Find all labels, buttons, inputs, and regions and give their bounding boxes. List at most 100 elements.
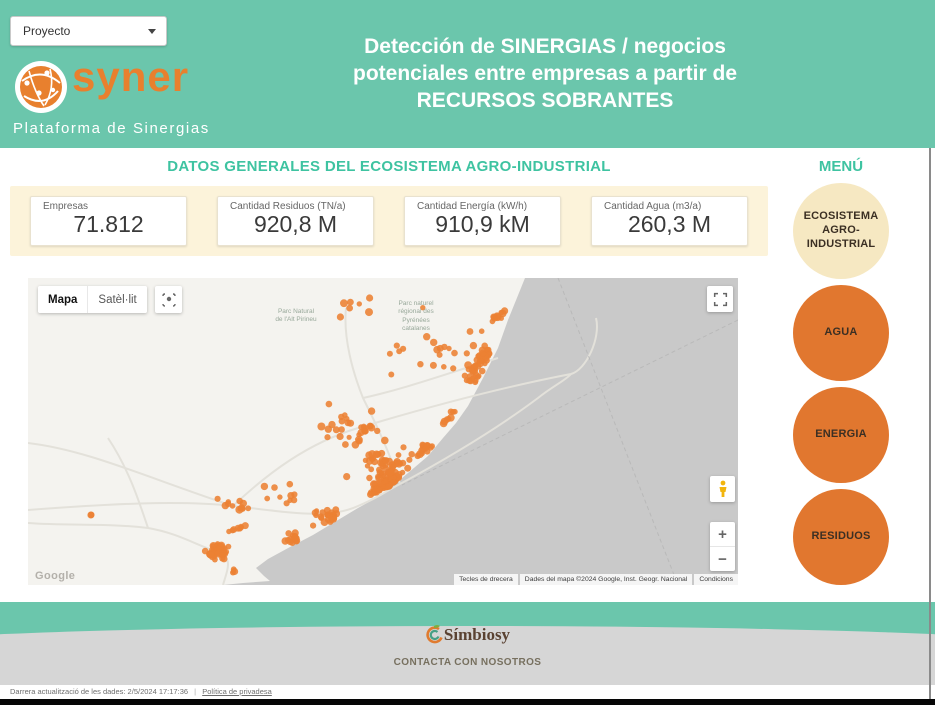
company-dot[interactable] bbox=[386, 350, 393, 357]
company-dot[interactable] bbox=[346, 419, 355, 427]
company-dot[interactable] bbox=[225, 499, 231, 505]
company-dot[interactable] bbox=[368, 466, 375, 473]
street-view-pegman-button[interactable] bbox=[710, 476, 735, 502]
company-dot[interactable] bbox=[338, 426, 345, 433]
company-dot[interactable] bbox=[469, 341, 478, 350]
company-dot[interactable] bbox=[423, 333, 431, 341]
company-dot[interactable] bbox=[436, 344, 444, 352]
company-dot[interactable] bbox=[201, 547, 209, 555]
company-dot[interactable] bbox=[371, 480, 378, 487]
company-dot[interactable] bbox=[367, 407, 376, 415]
company-dot[interactable] bbox=[88, 511, 95, 518]
company-dot[interactable] bbox=[436, 351, 443, 358]
company-dot[interactable] bbox=[381, 436, 389, 445]
company-dot[interactable] bbox=[317, 422, 326, 431]
company-dot[interactable] bbox=[336, 432, 344, 441]
company-dot[interactable] bbox=[362, 457, 369, 463]
company-dot[interactable] bbox=[281, 537, 289, 545]
company-dot[interactable] bbox=[461, 372, 468, 379]
company-dot[interactable] bbox=[422, 446, 429, 452]
company-dot[interactable] bbox=[343, 473, 351, 481]
company-dot[interactable] bbox=[356, 301, 362, 307]
company-dot[interactable] bbox=[400, 345, 407, 352]
company-dot[interactable] bbox=[325, 400, 333, 408]
company-dot[interactable] bbox=[451, 349, 458, 357]
company-dot[interactable] bbox=[376, 487, 383, 494]
company-dot[interactable] bbox=[332, 426, 340, 434]
company-dot[interactable] bbox=[386, 468, 394, 477]
company-dot[interactable] bbox=[332, 506, 340, 514]
company-dot[interactable] bbox=[347, 298, 354, 306]
company-dot[interactable] bbox=[417, 361, 424, 368]
company-dot[interactable] bbox=[466, 328, 474, 335]
company-dot[interactable] bbox=[241, 522, 249, 530]
company-dot[interactable] bbox=[264, 495, 271, 502]
project-dropdown[interactable]: Proyecto bbox=[10, 16, 167, 46]
privacy-policy-link[interactable]: Política de privadesa bbox=[202, 687, 272, 696]
company-dot[interactable] bbox=[478, 367, 486, 375]
map-canvas[interactable]: Parc Natural de l'Alt Pirineu Parc nature… bbox=[28, 278, 738, 585]
company-dot[interactable] bbox=[443, 416, 451, 423]
company-dot[interactable] bbox=[366, 474, 373, 482]
company-dot[interactable] bbox=[340, 299, 348, 308]
company-dot[interactable] bbox=[239, 499, 247, 508]
company-dot[interactable] bbox=[400, 444, 407, 451]
company-dot[interactable] bbox=[450, 409, 456, 415]
company-dot[interactable] bbox=[236, 525, 243, 532]
company-dot[interactable] bbox=[420, 305, 426, 311]
company-dot[interactable] bbox=[230, 568, 237, 574]
company-dot[interactable] bbox=[226, 528, 232, 535]
company-dot[interactable] bbox=[391, 463, 397, 469]
company-dot[interactable] bbox=[450, 365, 457, 372]
company-dot[interactable] bbox=[489, 318, 496, 325]
company-dot[interactable] bbox=[476, 373, 482, 379]
zoom-out-button[interactable]: − bbox=[718, 550, 727, 568]
company-dot[interactable] bbox=[260, 482, 269, 491]
company-dot[interactable] bbox=[245, 505, 252, 512]
company-dot[interactable] bbox=[499, 309, 507, 318]
company-dot[interactable] bbox=[214, 495, 221, 502]
company-dot[interactable] bbox=[429, 361, 437, 369]
company-dot[interactable] bbox=[374, 427, 381, 435]
zoom-in-button[interactable]: + bbox=[710, 522, 735, 547]
company-dot[interactable] bbox=[370, 485, 378, 492]
menu-item-ecosistema-agro-industrial[interactable]: ECOSISTEMA AGRO-INDUSTRIAL bbox=[793, 183, 889, 279]
company-dot[interactable] bbox=[332, 515, 338, 521]
company-dot[interactable] bbox=[314, 508, 320, 514]
company-dot[interactable] bbox=[361, 428, 368, 434]
company-dot[interactable] bbox=[336, 313, 344, 321]
company-dot[interactable] bbox=[371, 458, 379, 466]
company-dot[interactable] bbox=[395, 452, 402, 458]
company-dot[interactable] bbox=[463, 350, 470, 357]
menu-item-residuos[interactable]: RESIDUOS bbox=[793, 489, 889, 585]
company-dot[interactable] bbox=[364, 463, 371, 469]
company-dot[interactable] bbox=[206, 551, 215, 559]
company-dot[interactable] bbox=[310, 522, 317, 529]
menu-item-energia[interactable]: ENERGIA bbox=[793, 387, 889, 483]
company-dot[interactable] bbox=[323, 506, 331, 514]
company-dot[interactable] bbox=[472, 363, 479, 369]
company-dot[interactable] bbox=[346, 434, 352, 440]
company-dot[interactable] bbox=[277, 494, 283, 500]
company-dot[interactable] bbox=[381, 457, 389, 464]
company-dot[interactable] bbox=[342, 441, 349, 448]
company-dot[interactable] bbox=[271, 484, 278, 491]
company-dot[interactable] bbox=[441, 364, 447, 370]
company-dot[interactable] bbox=[218, 552, 225, 559]
company-dot[interactable] bbox=[372, 450, 381, 459]
company-dot[interactable] bbox=[388, 371, 395, 378]
company-dot[interactable] bbox=[393, 342, 400, 349]
company-dot[interactable] bbox=[366, 294, 374, 302]
company-dot[interactable] bbox=[367, 423, 376, 432]
company-dot[interactable] bbox=[482, 360, 488, 367]
company-dot[interactable] bbox=[408, 451, 415, 458]
company-dot[interactable] bbox=[473, 356, 481, 364]
company-dot[interactable] bbox=[395, 471, 403, 478]
company-dot[interactable] bbox=[365, 308, 373, 317]
company-dot[interactable] bbox=[229, 503, 236, 509]
company-dot[interactable] bbox=[291, 534, 299, 542]
company-dot[interactable] bbox=[385, 483, 392, 490]
company-dot[interactable] bbox=[215, 545, 222, 552]
company-dot[interactable] bbox=[346, 304, 353, 312]
map-type-map-button[interactable]: Mapa bbox=[38, 286, 88, 313]
